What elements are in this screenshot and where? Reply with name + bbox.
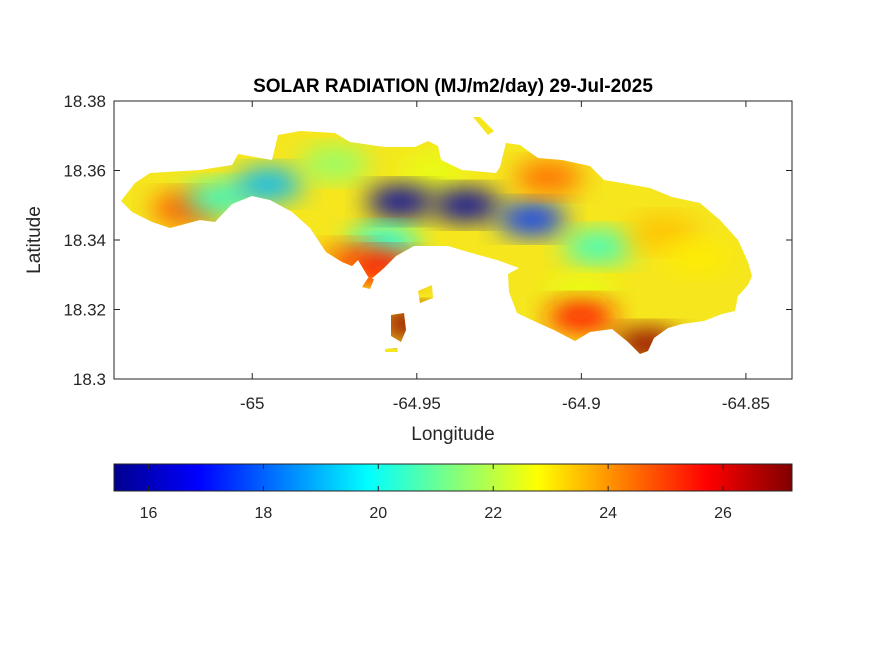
field-region-east-coast-south — [547, 300, 616, 333]
colorbar-tick-label: 26 — [714, 505, 732, 522]
y-tick-label: 18.3 — [73, 370, 106, 389]
colorbar-tick-label: 20 — [369, 505, 387, 522]
field-region-north-ridge-west — [300, 147, 369, 180]
field-region-east-core — [497, 203, 566, 236]
x-tick-label: -64.95 — [393, 394, 441, 413]
colorbar-tick-label: 22 — [484, 505, 502, 522]
colorbar-tick-label: 16 — [140, 505, 158, 522]
colorbar-tick-label: 18 — [254, 505, 272, 522]
x-tick-label: -64.85 — [722, 394, 770, 413]
y-tick-label: 18.36 — [63, 162, 106, 181]
y-tick-label: 18.34 — [63, 231, 106, 250]
colorbar-gradient — [113, 463, 793, 492]
field-region-east-middle — [563, 230, 632, 263]
field-region-east-upland — [629, 217, 698, 250]
x-axis-ticks: -65 -64.95 -64.9 -64.85 — [240, 101, 770, 413]
field-region-central-core — [366, 185, 435, 218]
y-axis-label: Latitude — [24, 206, 45, 274]
field-region-east-upland-2 — [662, 241, 731, 274]
y-tick-label: 18.38 — [63, 92, 106, 111]
field-region-central-core-east — [432, 189, 501, 222]
field-region-east-north — [514, 161, 583, 194]
field-region-west-center — [234, 168, 303, 201]
chart-title: SOLAR RADIATION (MJ/m2/day) 29-Jul-2025 — [253, 76, 653, 97]
y-axis-ticks: 18.3 18.32 18.34 18.36 18.38 — [63, 92, 792, 389]
x-axis-label: Longitude — [411, 424, 494, 445]
field-region-east-south — [547, 276, 616, 309]
y-tick-label: 18.32 — [63, 301, 106, 320]
x-tick-label: -64.9 — [562, 394, 601, 413]
colorbar-tick-label: 24 — [599, 505, 617, 522]
colorbar: 16 18 20 22 24 26 — [113, 463, 793, 522]
x-tick-label: -65 — [240, 394, 265, 413]
colorbar-ticks: 16 18 20 22 24 26 — [140, 464, 732, 522]
